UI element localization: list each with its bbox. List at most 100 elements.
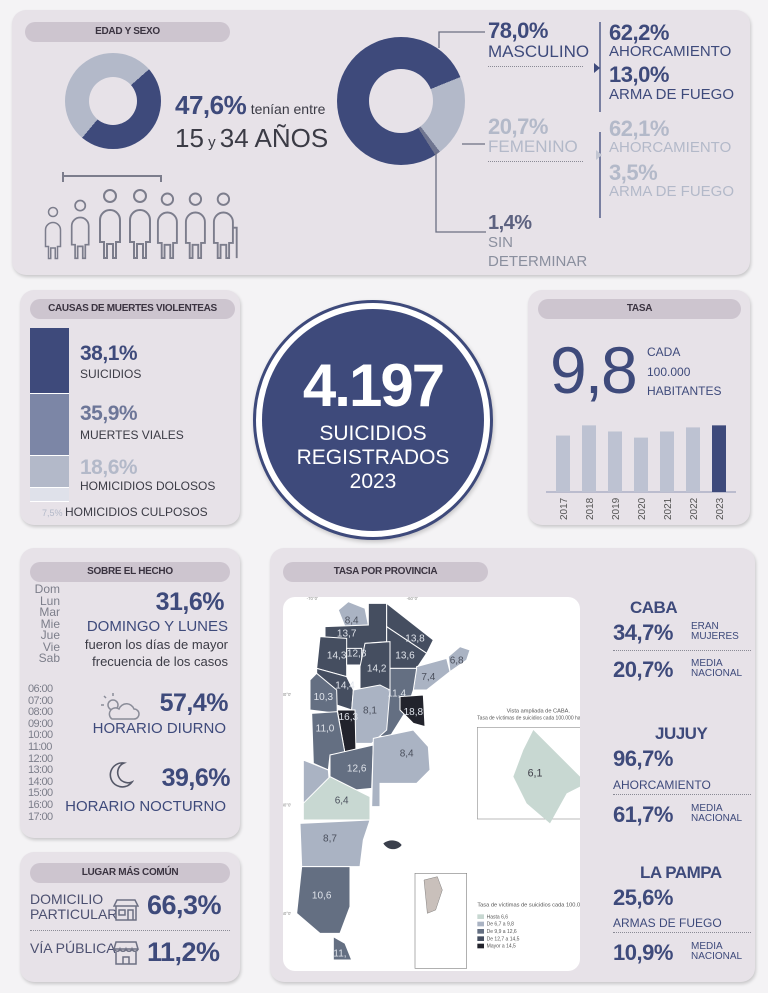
- age-text: tenían entre: [250, 101, 326, 117]
- jujuy-hanging-pct: 96,7%: [613, 746, 673, 771]
- province-value: 18,8: [404, 707, 424, 718]
- tick-label-2021: 2021: [663, 497, 674, 520]
- person-head: [74, 199, 87, 212]
- province-value: 11,: [333, 949, 346, 960]
- undetermined-label-2: DETERMINAR: [488, 253, 588, 270]
- home-label: DOMICILIO: [30, 891, 104, 907]
- home-pct: 66,3%: [147, 890, 222, 920]
- cause-pct: 35,9%: [80, 402, 138, 425]
- days-text: fueron los días de mayor: [84, 637, 228, 652]
- hour-label: 16:00: [28, 798, 53, 811]
- days-pct: 31,6%: [155, 588, 225, 616]
- cane: [232, 226, 238, 259]
- legend-swatch: [477, 921, 484, 927]
- street-label: VÍA PÚBLICA: [30, 940, 116, 956]
- hour-label: 14:00: [28, 775, 53, 788]
- province-value: 13,6: [395, 650, 415, 661]
- caba-women-pct: 34,7%: [613, 620, 673, 645]
- caba-value: 6,1: [528, 768, 543, 780]
- caba-title: CABA: [630, 598, 678, 617]
- caba-women-label: ERAN: [691, 621, 719, 632]
- province-value: 16,3: [339, 712, 359, 723]
- day-label: Mie: [40, 616, 60, 631]
- la-pampa-firearm-label: ARMAS DE FUEGO: [613, 916, 722, 930]
- tick-label-2020: 2020: [637, 497, 648, 520]
- jujuy-national-pct: 61,7%: [613, 802, 673, 827]
- province-value: 10,6: [312, 890, 332, 901]
- province-value: 6,8: [450, 655, 464, 666]
- person-icon: [70, 199, 90, 260]
- inset-argentina: [423, 876, 443, 914]
- person-icon: [129, 189, 151, 259]
- province-value: 12,6: [347, 764, 367, 775]
- caba-national-pct: 20,7%: [613, 657, 673, 682]
- total-circle: 4.197 SUICIDIOS REGISTRADOS 2023: [253, 300, 493, 540]
- tasa-panel: TASA 9,8 CADA 100.000 HABITANTES 2017 201…: [528, 290, 750, 525]
- female-pct: 20,7%: [488, 114, 548, 139]
- female-firearm-pct: 3,5%: [609, 160, 658, 185]
- province-value: 14,2: [367, 664, 387, 675]
- la-pampa-title: LA PAMPA: [640, 863, 722, 882]
- legend-label: De 12,7 a 14,5: [487, 936, 520, 942]
- tick-label-2019: 2019: [611, 497, 622, 520]
- jujuy-hanging-label: AHORCAMIENTO: [613, 778, 711, 792]
- causas-panel: CAUSAS DE MUERTES VIOLENTEAS 38,1% SUICI…: [20, 290, 240, 525]
- people-age-icons: [44, 172, 238, 260]
- province-value: 12,8: [347, 649, 367, 660]
- person-icon: [99, 189, 121, 259]
- female-hanging-label: AHORCAMIENTO: [609, 139, 732, 156]
- section-title: SOBRE EL HECHO: [30, 562, 230, 582]
- female-label: FEMENINO: [488, 137, 578, 156]
- province-value: 13,7: [337, 629, 357, 640]
- person-head: [160, 192, 175, 206]
- edad-sexo-panel: EDAD Y SEXO 47,6% tenían entre 15 y 34 A…: [12, 10, 750, 275]
- national-label-2: NACIONAL: [691, 951, 743, 962]
- day-label: Mar: [39, 605, 60, 619]
- cause-segment: [30, 328, 69, 394]
- graticule-label: -40°0': [283, 803, 291, 808]
- province-shape: [309, 672, 338, 714]
- day-label: Lun: [39, 593, 60, 608]
- province-value: 13,8: [405, 634, 425, 645]
- hour-label: 06:00: [28, 683, 53, 695]
- bar-2018: [582, 425, 596, 492]
- age-from: 15: [175, 123, 204, 153]
- province-value: 10,3: [314, 692, 334, 703]
- legend-title: Tasa de víctimas de suicidios cada 100.0…: [477, 903, 580, 909]
- national-label-2: NACIONAL: [691, 813, 743, 824]
- person-body: [129, 209, 151, 259]
- person-body: [184, 211, 206, 260]
- male-hanging-pct: 62,2%: [609, 20, 669, 45]
- province-value: 14,4: [335, 680, 355, 691]
- province-shape: [296, 866, 351, 934]
- storefront-icon: [113, 941, 139, 965]
- province-value: 11,0: [316, 724, 335, 735]
- person-head: [188, 192, 203, 206]
- caba-inset-subtitle: Tasa de víctimas de suicidios cada 100.0…: [477, 715, 580, 721]
- bar-2021: [660, 431, 674, 492]
- province-value: 14,3: [327, 650, 347, 661]
- rate-value: 9,8: [550, 333, 638, 407]
- person-head: [103, 189, 117, 203]
- total-year: 2023: [349, 470, 397, 493]
- person-head: [216, 192, 231, 206]
- tick-label-2017: 2017: [559, 497, 570, 520]
- person-body: [99, 209, 121, 259]
- day-label: Sab: [38, 651, 60, 665]
- male-firearm-pct: 13,0%: [609, 62, 669, 87]
- days-label: DOMINGO Y LUNES: [86, 618, 228, 635]
- day-label: Vie: [42, 639, 60, 654]
- caba-inset-title: Vista ampliada de CABA.: [507, 709, 571, 715]
- female-hanging-pct: 62,1%: [609, 116, 669, 141]
- house-icon: [113, 899, 139, 921]
- cause-pct: 38,1%: [80, 342, 138, 365]
- argentina-map: 8,4 13,7 13,8 13,6 6,8 7,4 14,3 12,814,2 11,4 18,…: [283, 597, 580, 969]
- bar-2019: [608, 431, 622, 492]
- national-label: MEDIA: [691, 803, 723, 814]
- hour-label: 07:00: [28, 694, 53, 707]
- legend-label: Hasta 6,6: [487, 914, 509, 920]
- province-value: 8,1: [363, 705, 377, 716]
- hecho-panel: SOBRE EL HECHO Dom Lun Mar Mie Jue Vie Sab 06:…: [20, 548, 240, 838]
- person-body: [70, 216, 90, 260]
- moon-icon: [109, 762, 134, 788]
